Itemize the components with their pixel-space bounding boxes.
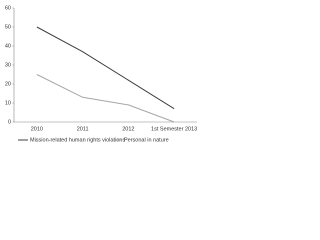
x-tick-label: 2012: [122, 126, 134, 132]
legend-label: Personal in nature: [124, 137, 169, 143]
y-tick-label: 50: [5, 24, 11, 30]
data-line: [36, 74, 175, 123]
x-tick-label: 2010: [31, 126, 43, 132]
y-tick-label: 30: [5, 62, 11, 68]
background: [0, 0, 200, 148]
x-tick-label: 1st Semester 2013: [151, 126, 197, 132]
y-tick-label: 60: [5, 5, 11, 11]
y-tick-label: 10: [5, 100, 11, 106]
data-line: [36, 26, 175, 110]
legend-label: Mission-related human rights violations: [30, 137, 125, 143]
x-tick-label: 2011: [77, 126, 89, 132]
chart: 0 10 20 30 40 50 60 2010 2011 2012 1st Semester 20…: [0, 0, 200, 148]
y-tick-label: 40: [5, 43, 11, 49]
y-tick-label: 0: [8, 119, 11, 125]
y-tick-label: 20: [5, 81, 11, 87]
